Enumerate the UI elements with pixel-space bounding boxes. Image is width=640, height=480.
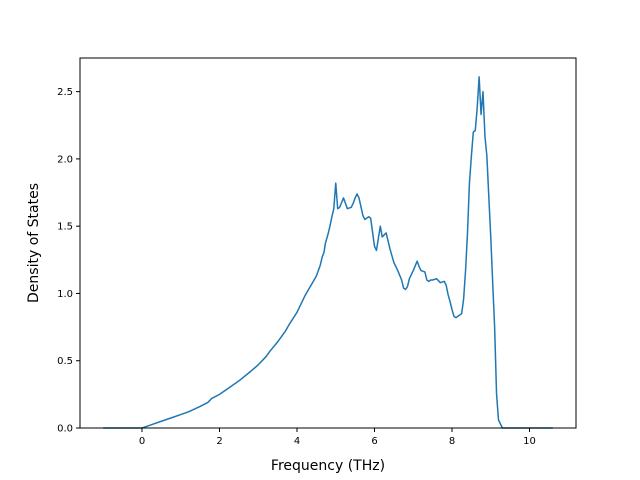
x-tick-label: 6 bbox=[371, 436, 377, 447]
x-tick-label: 0 bbox=[139, 436, 145, 447]
x-tick-label: 4 bbox=[294, 436, 300, 447]
y-tick-label: 0.5 bbox=[57, 356, 73, 367]
x-tick-label: 8 bbox=[449, 436, 455, 447]
x-axis: 0 2 4 6 8 10 bbox=[139, 428, 536, 447]
y-tick-label: 0.0 bbox=[57, 424, 73, 435]
series-line-0 bbox=[103, 76, 553, 429]
series-layer bbox=[103, 76, 553, 429]
y-axis: 0.0 0.5 1.0 1.5 2.0 2.5 bbox=[57, 87, 80, 435]
y-tick-label: 2.5 bbox=[57, 87, 73, 98]
y-tick-label: 1.0 bbox=[57, 289, 73, 300]
x-axis-label: Frequency (THz) bbox=[271, 458, 385, 474]
x-tick-label: 2 bbox=[216, 436, 222, 447]
x-tick-label: 10 bbox=[523, 436, 536, 447]
y-tick-label: 2.0 bbox=[57, 154, 73, 165]
plot-frame bbox=[79, 57, 577, 429]
y-tick-label: 1.5 bbox=[57, 222, 73, 233]
y-axis-label: Density of States bbox=[26, 183, 42, 303]
